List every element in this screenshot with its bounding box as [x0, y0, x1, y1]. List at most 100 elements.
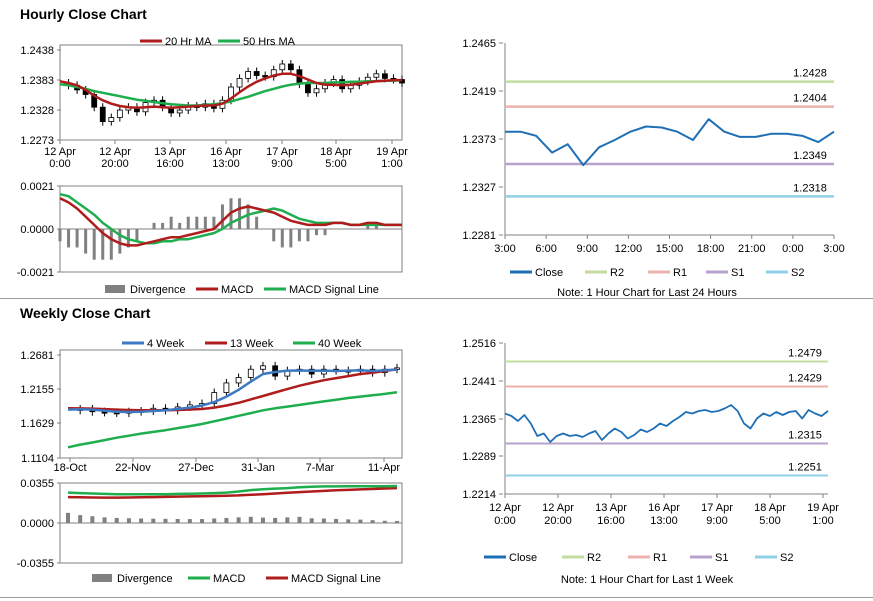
level-label-r2: 1.2479	[788, 348, 822, 360]
weekly-13-week-line	[67, 367, 398, 412]
hourly-close-x-tick-date: 16 Apr	[210, 146, 242, 158]
weekly-close-x-tick-label: 31-Jan	[241, 462, 275, 474]
weekly-levels-x-tick-date: 12 Apr	[489, 502, 521, 514]
level-label-s1: 1.2349	[793, 150, 827, 162]
weekly-levels-x-tick-time: 0:00	[494, 515, 515, 527]
hourly-candle	[381, 73, 388, 79]
legend-swatch	[92, 574, 112, 582]
hourly-divergence-bar	[306, 229, 310, 242]
hourly-close-x-tick-date: 18 Apr	[320, 146, 352, 158]
legend-swatch	[105, 285, 125, 293]
level-label-r1: 1.2429	[788, 373, 822, 385]
weekly-levels-x-tick-time: 9:00	[706, 515, 727, 527]
legend-macd: MACD	[213, 573, 245, 585]
hourly-divergence-bar	[169, 216, 173, 229]
legend-s2: S2	[780, 552, 793, 564]
legend-13-week: 13 Week	[230, 338, 274, 350]
hourly-ma50-line	[59, 78, 403, 107]
weekly-levels-x-tick-time: 20:00	[544, 515, 572, 527]
weekly-close-x-tick-label: 7-Mar	[306, 462, 335, 474]
section-divider	[0, 298, 873, 299]
weekly-close-y-tick-label: 1.2681	[20, 350, 54, 362]
hourly-close-x-tick-time: 13:00	[212, 158, 240, 170]
weekly-close-y-tick-label: 1.2155	[20, 384, 54, 396]
legend-40-week: 40 Week	[318, 338, 362, 350]
legend-r1: R1	[653, 552, 667, 564]
weekly-levels-y-tick-label: 1.2365	[462, 414, 496, 426]
weekly-candle	[223, 382, 230, 393]
weekly-divergence-bar	[175, 518, 180, 523]
hourly-divergence-bar	[203, 216, 207, 229]
hourly-candle	[253, 71, 260, 76]
hourly-levels-y-tick-label: 1.2465	[462, 38, 496, 50]
hourly-candle	[176, 109, 183, 114]
weekly-macd-line	[67, 484, 398, 496]
hourly-divergence-bar	[178, 222, 182, 229]
hourly-close-y-tick-label: 1.2438	[20, 45, 54, 57]
weekly-levels-x-tick-time: 1:00	[812, 515, 833, 527]
hourly-section-title: Hourly Close Chart	[20, 6, 147, 22]
hourly-divergence-bar	[67, 229, 71, 248]
weekly-divergence-bar	[78, 515, 83, 523]
hourly-levels-x-tick-label: 12:00	[615, 243, 643, 255]
weekly-close-y-tick-label: 1.1629	[20, 418, 54, 430]
hourly-candle	[287, 63, 294, 71]
weekly-4-week-line	[67, 368, 398, 414]
hourly-divergence-bar	[255, 216, 259, 229]
hourly-macd-y-tick-label: 0.0000	[20, 224, 54, 236]
legend-divergence: Divergence	[117, 573, 173, 585]
weekly-levels-x-tick-date: 18 Apr	[754, 502, 786, 514]
weekly-divergence-bar	[358, 519, 363, 523]
weekly-divergence-bar	[273, 517, 278, 523]
weekly-chart-note: Note: 1 Hour Chart for Last 1 Week	[561, 574, 734, 586]
hourly-close-plot-area	[59, 44, 403, 141]
weekly-levels-x-tick-time: 5:00	[759, 515, 780, 527]
hourly-close-x-tick-date: 17 Apr	[266, 146, 298, 158]
weekly-divergence-bar	[163, 518, 168, 523]
hourly-divergence-bar	[272, 229, 276, 242]
hourly-divergence-bar	[238, 198, 242, 229]
legend-close: Close	[509, 552, 537, 564]
weekly-divergence-bar	[90, 516, 95, 523]
weekly-divergence-bar	[224, 517, 229, 523]
hourly-close-y-tick-label: 1.2328	[20, 105, 54, 117]
weekly-signal-line	[67, 486, 398, 499]
hourly-candle	[236, 77, 243, 88]
hourly-candle	[245, 71, 252, 79]
legend-4-week: 4 Week	[147, 338, 185, 350]
weekly-divergence-bar	[187, 519, 192, 523]
hourly-levels-x-tick-label: 3:00	[494, 243, 515, 255]
weekly-levels-x-tick-date: 17 Apr	[701, 502, 733, 514]
hourly-levels-x-tick-label: 9:00	[577, 243, 598, 255]
weekly-levels-x-tick-date: 16 Apr	[648, 502, 680, 514]
hourly-divergence-bar	[109, 229, 113, 260]
hourly-close-line	[505, 118, 835, 167]
hourly-levels-x-tick-label: 3:00	[823, 243, 844, 255]
weekly-divergence-bar	[102, 517, 107, 523]
hourly-divergence-bar	[135, 229, 139, 242]
hourly-divergence-bar	[195, 216, 199, 229]
hourly-close-x-tick-date: 12 Apr	[44, 146, 76, 158]
weekly-levels-x-tick-date: 12 Apr	[542, 502, 574, 514]
hourly-divergence-bar	[152, 222, 156, 229]
weekly-levels-x-tick-date: 19 Apr	[807, 502, 839, 514]
hourly-divergence-bar	[75, 229, 79, 248]
hourly-levels-x-tick-label: 6:00	[535, 243, 556, 255]
hourly-divergence-bar	[101, 229, 105, 260]
weekly-divergence-bar	[334, 518, 339, 523]
hourly-levels-y-tick-label: 1.2281	[462, 230, 496, 242]
hourly-divergence-bar	[220, 204, 224, 229]
weekly-macd-y-tick-label: 0.0355	[20, 478, 54, 490]
hourly-divergence-bar	[315, 229, 318, 236]
weekly-levels-x-tick-time: 16:00	[597, 515, 625, 527]
weekly-close-plot-area	[59, 349, 403, 459]
weekly-divergence-bar	[139, 518, 144, 523]
legend-signal-line: MACD Signal Line	[291, 573, 381, 585]
hourly-macd-y-tick-label: -0.0021	[17, 267, 54, 279]
hourly-ma20-line	[59, 72, 402, 110]
hourly-close-y-tick-label: 1.2383	[20, 75, 54, 87]
